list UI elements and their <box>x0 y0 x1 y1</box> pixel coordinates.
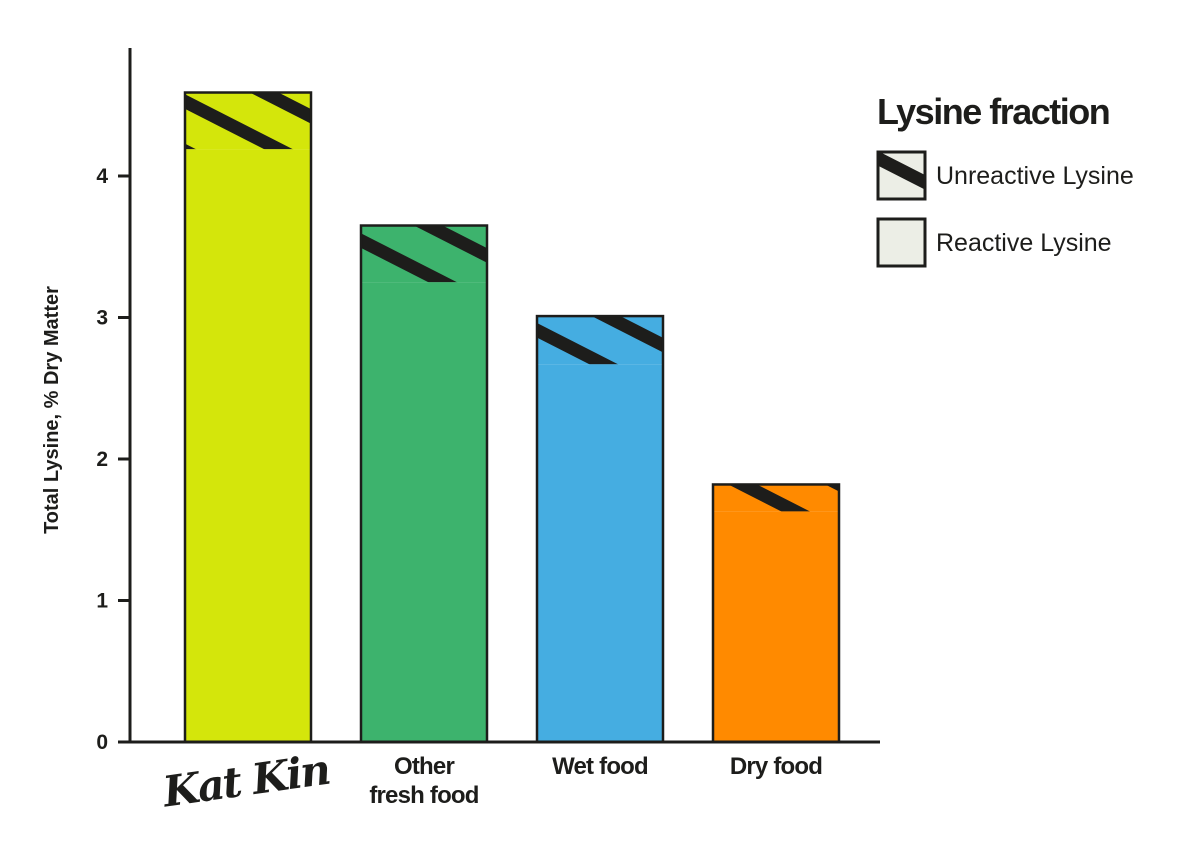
bar-kat-kin <box>183 91 313 744</box>
legend-title: Lysine fraction <box>877 91 1109 132</box>
y-tick-label-2: 2 <box>96 448 108 471</box>
bar-unreactive-kat-kin <box>185 92 311 150</box>
bar-reactive-wet-food <box>537 364 663 742</box>
legend-item-unreactive-lysine: Unreactive Lysine <box>876 150 1134 201</box>
legend: Lysine fraction Unreactive Lysine Reactiv… <box>876 91 1134 268</box>
legend-item-reactive-lysine: Reactive Lysine <box>876 217 1112 268</box>
x-tick-label-dry-food: Dry food <box>730 753 822 780</box>
y-tick-label-4: 4 <box>96 165 108 188</box>
bar-reactive-other-fresh-food <box>361 282 487 742</box>
bar-reactive-dry-food <box>713 511 839 742</box>
bar-reactive-kat-kin <box>185 149 311 743</box>
bar-dry-food <box>711 483 841 744</box>
y-tick-label-0: 0 <box>96 731 108 754</box>
bar-other-fresh-food <box>359 224 489 744</box>
y-tick-label-3: 3 <box>96 307 108 330</box>
bar-wet-food <box>535 314 665 744</box>
bar-unreactive-wet-food <box>537 316 663 365</box>
x-tick-label-wet-food: Wet food <box>552 753 648 780</box>
legend-label-unreactive-lysine: Unreactive Lysine <box>936 162 1134 190</box>
legend-swatch-reactive-lysine <box>878 219 925 266</box>
axes <box>118 48 880 744</box>
bars <box>183 91 841 744</box>
y-axis-label: Total Lysine, % Dry Matter <box>41 286 63 534</box>
y-tick-label-1: 1 <box>96 590 108 613</box>
x-tick-label-other-fresh-food-line-1: Other <box>394 753 454 780</box>
x-tick-label-other-fresh-food-line-2: fresh food <box>369 782 478 809</box>
legend-swatch-hatch-unreactive-lysine <box>878 152 925 199</box>
bar-unreactive-dry-food <box>713 484 839 512</box>
legend-swatch-border-unreactive-lysine <box>876 150 927 201</box>
legend-swatch-border-reactive-lysine <box>876 217 927 268</box>
x-tick-label-kat-kin: Kat Kin <box>159 745 332 817</box>
legend-label-reactive-lysine: Reactive Lysine <box>936 229 1112 257</box>
bar-unreactive-other-fresh-food <box>361 225 487 283</box>
